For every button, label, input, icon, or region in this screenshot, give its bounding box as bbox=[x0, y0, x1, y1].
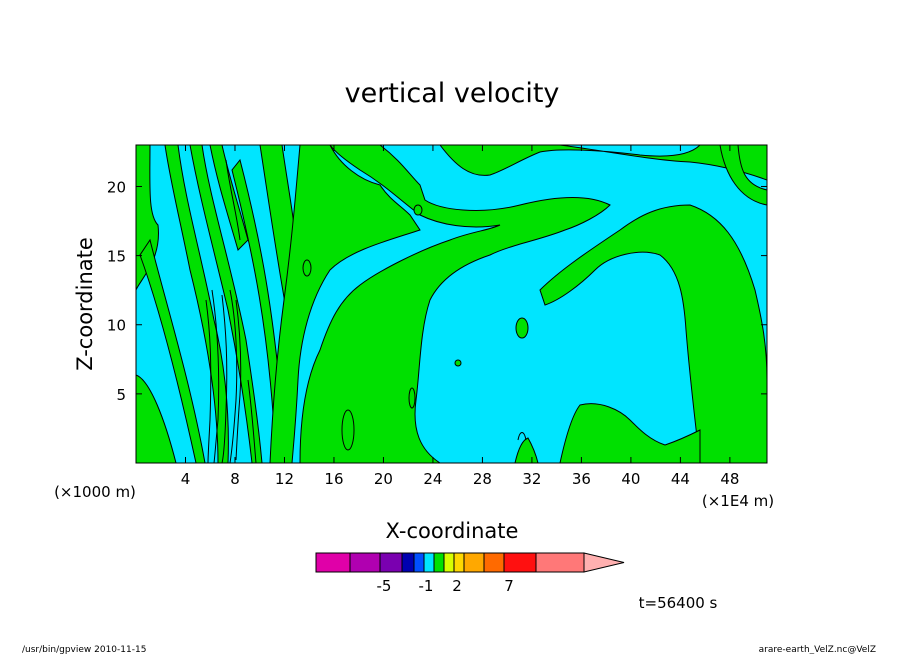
colorbar-segment bbox=[503, 552, 537, 573]
colorbar-tick-labels: -5 -1 2 7 bbox=[377, 577, 514, 595]
contour-region bbox=[439, 145, 767, 181]
contour-region bbox=[299, 145, 611, 463]
contour-region bbox=[408, 387, 416, 409]
plot-frame bbox=[135, 144, 768, 464]
y-tick-label: 15 bbox=[107, 248, 126, 266]
contour-line bbox=[517, 432, 527, 441]
x-axis: 4 8 12 16 20 24 28 32 36 40 44 48 bbox=[181, 145, 739, 488]
contour-line bbox=[221, 294, 228, 463]
colorbar-arrow bbox=[583, 552, 625, 573]
contour-region bbox=[515, 317, 529, 339]
colorbar-tick-label: 2 bbox=[452, 577, 462, 595]
footer-left: /usr/bin/gpview 2010-11-15 bbox=[22, 645, 146, 654]
x-tick-label: 28 bbox=[473, 470, 492, 488]
contour-region bbox=[719, 145, 767, 206]
contour-region bbox=[413, 204, 423, 216]
y-axis-label: Z-coordinate bbox=[73, 237, 97, 371]
contour-region bbox=[559, 403, 701, 463]
contour-fill-regions bbox=[136, 145, 767, 463]
x-tick-label: 36 bbox=[572, 470, 591, 488]
contour-region bbox=[302, 259, 312, 277]
y-axis: 5 10 15 20 bbox=[107, 178, 767, 404]
x-tick-label: 16 bbox=[324, 470, 343, 488]
x-tick-label: 12 bbox=[275, 470, 294, 488]
footer-right: arare-earth_VelZ.nc@VelZ bbox=[759, 645, 876, 654]
colorbar-segment bbox=[463, 552, 485, 573]
y-tick-label: 20 bbox=[107, 178, 126, 196]
colorbar-segment bbox=[423, 552, 435, 573]
x-tick-label: 8 bbox=[230, 470, 240, 488]
contour-line bbox=[225, 159, 241, 241]
contour-region bbox=[164, 145, 229, 463]
colorbar-segment bbox=[483, 552, 505, 573]
colorbar-tick-label: -1 bbox=[419, 577, 434, 595]
contour-region bbox=[539, 204, 767, 463]
colorbar-segment bbox=[379, 552, 403, 573]
contour-region bbox=[514, 437, 539, 463]
x-tick-label: 4 bbox=[181, 470, 191, 488]
colorbar-segment bbox=[349, 552, 381, 573]
colorbar-tick-label: -5 bbox=[377, 577, 392, 595]
contour-region bbox=[231, 158, 287, 463]
contour-lines bbox=[205, 159, 527, 463]
colorbar-segment bbox=[401, 552, 415, 573]
contour-region bbox=[269, 145, 421, 463]
contour-line bbox=[247, 379, 257, 463]
colorbar bbox=[315, 552, 625, 573]
x-tick-label: 44 bbox=[671, 470, 690, 488]
y-tick-label: 5 bbox=[116, 386, 126, 404]
contour-line bbox=[211, 289, 220, 463]
colorbar-segment bbox=[453, 552, 465, 573]
x-unit-right: (×1E4 m) bbox=[702, 492, 774, 510]
contour-line bbox=[205, 299, 212, 463]
x-tick-label: 20 bbox=[374, 470, 393, 488]
plot-area bbox=[135, 144, 768, 464]
contour-region bbox=[341, 409, 355, 451]
x-tick-label: 24 bbox=[423, 470, 442, 488]
colorbar-tick-label: 7 bbox=[504, 577, 514, 595]
x-tick-label: 40 bbox=[621, 470, 640, 488]
contour-region bbox=[139, 238, 206, 463]
time-label: t=56400 s bbox=[639, 594, 718, 612]
contour-region bbox=[189, 145, 263, 463]
chart-title: vertical velocity bbox=[345, 78, 560, 109]
colorbar-segment bbox=[535, 552, 585, 573]
colorbar-segment bbox=[443, 552, 455, 573]
contour-line bbox=[229, 289, 238, 463]
x-tick-label: 32 bbox=[522, 470, 541, 488]
colorbar-segment bbox=[433, 552, 445, 573]
x-unit-left: (×1000 m) bbox=[54, 483, 136, 501]
contour-region bbox=[454, 359, 462, 367]
colorbar-segment bbox=[315, 552, 351, 573]
x-tick-label: 48 bbox=[720, 470, 739, 488]
y-tick-label: 10 bbox=[107, 317, 126, 335]
contour-region bbox=[209, 145, 249, 251]
colorbar-segment bbox=[413, 552, 425, 573]
x-axis-label: X-coordinate bbox=[386, 519, 519, 543]
contour-line bbox=[235, 299, 242, 461]
